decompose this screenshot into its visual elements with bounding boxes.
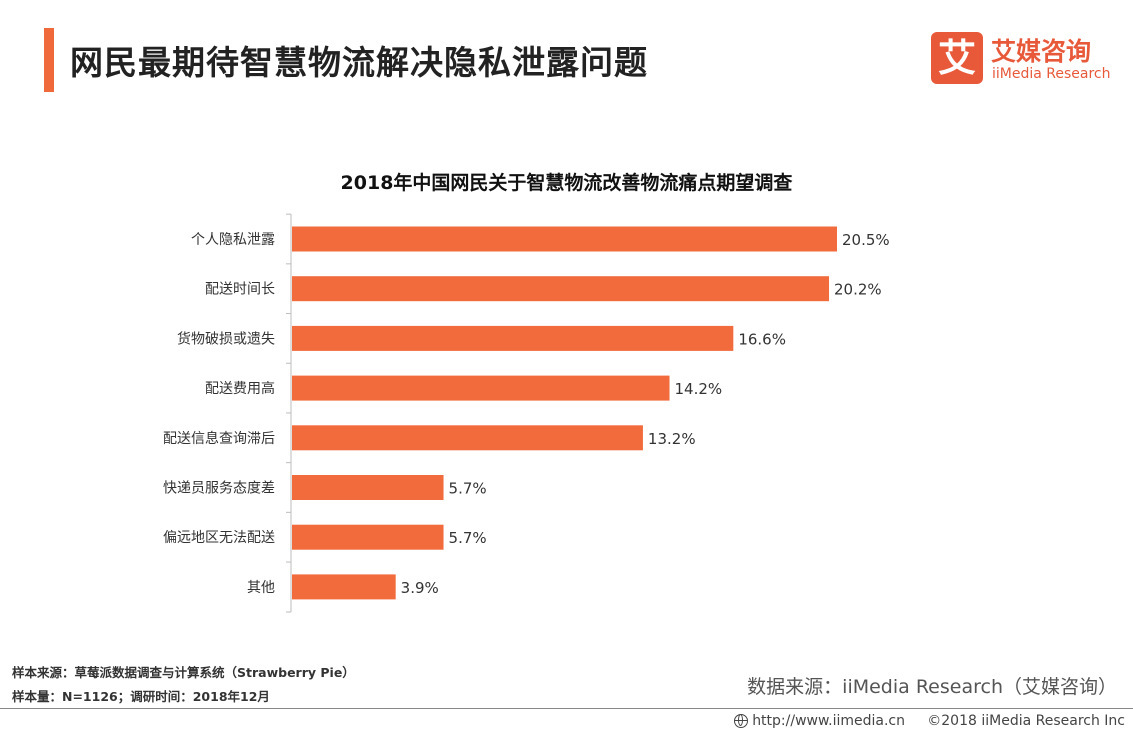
globe-icon bbox=[734, 714, 749, 728]
copyright-text: ©2018 iiMedia Research Inc bbox=[927, 713, 1125, 729]
website-link[interactable]: http://www.iimedia.cn bbox=[752, 713, 905, 729]
value-label: 14.2% bbox=[675, 380, 723, 398]
value-label: 5.7% bbox=[449, 529, 487, 547]
category-label: 个人隐私泄露 bbox=[191, 232, 275, 248]
category-label: 配送费用高 bbox=[205, 380, 275, 397]
page-title: 网民最期待智慧物流解决隐私泄露问题 bbox=[70, 43, 648, 82]
sample-size: 样本量：N=1126；调研时间：2018年12月 bbox=[12, 689, 270, 704]
chart-title: 2018年中国网民关于智慧物流改善物流痛点期望调查 bbox=[340, 172, 793, 194]
category-label: 偏远地区无法配送 bbox=[163, 530, 275, 546]
logo-en-text: iiMedia Research bbox=[992, 66, 1111, 82]
footer-bar: http://www.iimedia.cn ©2018 iiMedia Rese… bbox=[734, 713, 1125, 729]
bar-3 bbox=[292, 325, 734, 351]
value-label: 20.2% bbox=[834, 281, 882, 299]
category-label: 配送时间长 bbox=[205, 282, 275, 298]
bar-2 bbox=[292, 276, 830, 302]
category-label: 快递员服务态度差 bbox=[163, 481, 275, 497]
bar-5 bbox=[292, 425, 643, 451]
iimedia-logo: 艾 艾媒咨询 iiMedia Research bbox=[931, 30, 1121, 86]
logo-mark-icon: 艾 bbox=[931, 32, 983, 84]
footer-divider bbox=[0, 708, 1133, 709]
value-label: 3.9% bbox=[401, 579, 439, 597]
bar-8 bbox=[292, 574, 396, 600]
bar-1 bbox=[292, 226, 837, 252]
data-source: 数据来源：iiMedia Research（艾媒咨询） bbox=[747, 676, 1117, 698]
category-label: 其他 bbox=[247, 580, 275, 596]
value-label: 5.7% bbox=[449, 480, 487, 498]
logo-cn-text: 艾媒咨询 bbox=[991, 37, 1092, 66]
bar-7 bbox=[292, 524, 444, 550]
value-label: 16.6% bbox=[738, 330, 786, 348]
category-label: 配送信息查询滞后 bbox=[163, 430, 275, 447]
category-label: 货物破损或遗失 bbox=[177, 330, 275, 347]
sample-source: 样本来源：草莓派数据调查与计算系统（Strawberry Pie） bbox=[12, 665, 355, 680]
value-label: 13.2% bbox=[648, 430, 696, 448]
bar-6 bbox=[292, 475, 444, 500]
bar-4 bbox=[292, 375, 670, 401]
title-accent-bar bbox=[44, 28, 54, 92]
value-label: 20.5% bbox=[842, 231, 890, 249]
